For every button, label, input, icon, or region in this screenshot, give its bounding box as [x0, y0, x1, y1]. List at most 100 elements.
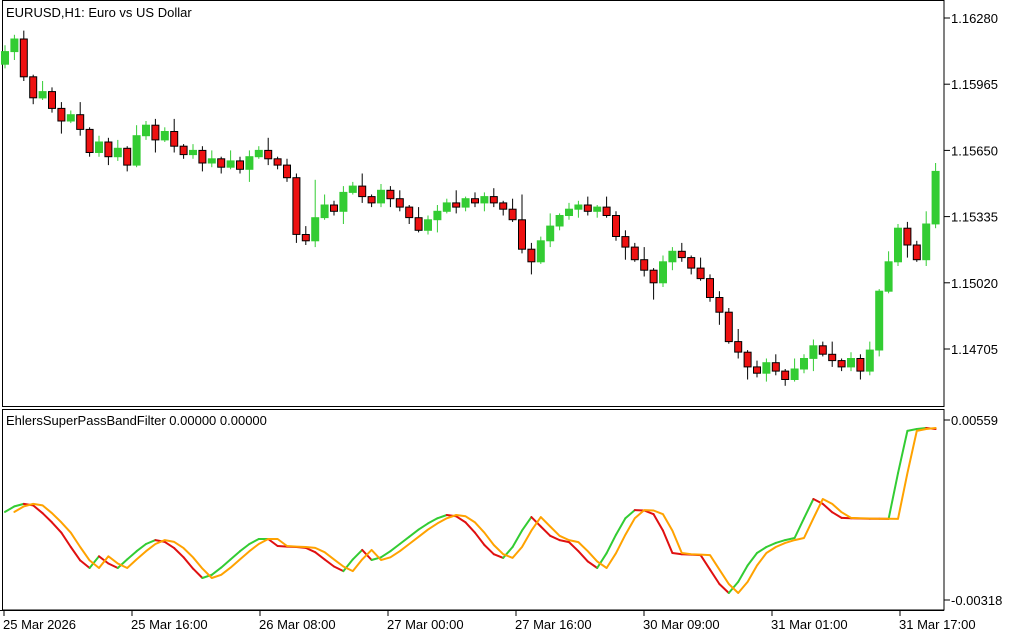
bear-candle-body [828, 353, 837, 362]
trigger-line [13, 427, 937, 594]
filter-line-segment [342, 558, 354, 573]
filter-line-segment [709, 568, 721, 585]
bull-candle-body [536, 240, 545, 263]
bear-candle-body [301, 234, 310, 242]
bull-candle-body [555, 215, 564, 227]
bear-candle-body [48, 91, 56, 109]
filter-line-segment [88, 555, 100, 569]
bull-candle-body [762, 362, 771, 374]
bear-candle-body [217, 158, 226, 168]
bear-candle-body [621, 236, 630, 248]
bear-candle-body [715, 297, 724, 313]
bear-candle-body [818, 345, 827, 355]
bear-candle-body [198, 149, 207, 164]
bear-candle-body [696, 267, 705, 280]
bull-candle-body [226, 160, 235, 168]
time-axis: 25 Mar 2026 25 Mar 16:00 26 Mar 08:00 27 Ma… [0, 610, 976, 632]
filter-line-segment [51, 521, 63, 534]
filter-line-segment [182, 556, 194, 570]
bull-candle-body [38, 91, 47, 99]
bear-candle-body [602, 206, 611, 217]
filter-line-segment [624, 509, 636, 520]
filter-line-segment [464, 521, 476, 534]
bull-candle-body [207, 158, 216, 164]
filter-line-segment [793, 517, 805, 539]
bear-candle-body [677, 250, 686, 259]
bear-candle-body [170, 131, 179, 147]
price-tick-label: 1.15650 [951, 143, 998, 158]
indicator-panel[interactable]: EhlersSuperPassBandFilter 0.00000 0.0000… [2, 409, 945, 611]
filter-line-segment [380, 550, 392, 559]
filter-line-segment [192, 567, 204, 579]
bear-candle-body [386, 189, 395, 200]
filter-line-segment [239, 543, 251, 553]
filter-line-segment [803, 498, 815, 520]
filter-line-segment [333, 565, 345, 573]
filter-line-segment [163, 540, 176, 550]
filter-line-segment [126, 550, 138, 561]
main-panel-border [2, 0, 945, 407]
bull-candle-body [66, 114, 75, 122]
bear-candle-body [104, 141, 113, 158]
bear-candle-body [734, 341, 743, 353]
bull-candle-body [245, 156, 254, 170]
price-tick-label: 1.15020 [951, 276, 998, 291]
bull-candle-body [922, 223, 931, 261]
bull-candle-body [113, 147, 122, 158]
bear-candle-body [273, 158, 282, 166]
bear-candle-body [706, 278, 714, 299]
bear-candle-body [753, 366, 761, 374]
bear-candle-body [19, 38, 28, 78]
bull-candle-body [433, 210, 442, 221]
main-price-panel[interactable]: EURUSD,H1: Euro vs US Dollar [1, 0, 945, 407]
filter-line-segment [887, 472, 899, 520]
bear-candle-body [837, 360, 846, 368]
bull-candle-body [10, 38, 19, 53]
indicator-panel-border [2, 409, 945, 611]
bear-candle-body [489, 196, 498, 204]
filter-line-segment [351, 548, 364, 561]
time-tick-label: 27 Mar 16:00 [515, 617, 592, 632]
bull-candle-body [424, 219, 432, 231]
bear-candle-body [687, 257, 696, 269]
filter-line-segment [746, 552, 758, 567]
filter-line-segment [145, 539, 157, 545]
filter-line-segment [98, 555, 110, 565]
bear-candle-body [640, 259, 649, 271]
time-tick-label: 25 Mar 16:00 [131, 617, 208, 632]
bull-candle-body [442, 202, 451, 212]
filter-line-segment [4, 505, 16, 513]
filter-line-segment [511, 529, 523, 548]
bear-candle-body [452, 202, 461, 208]
filter-line-segment [248, 538, 260, 545]
filter-line-segment [398, 535, 411, 545]
bear-candle-body [151, 124, 160, 141]
bear-candle-body [649, 269, 658, 284]
filter-line-segment [521, 516, 533, 532]
bull-candle-body [254, 149, 263, 158]
bear-candle-body [771, 362, 780, 372]
filter-line-segment [474, 531, 486, 546]
price-tick-label: 1.15965 [951, 77, 998, 92]
bull-candle-body [132, 135, 141, 166]
filter-line-segment [304, 546, 317, 554]
bull-candle-body [546, 225, 555, 242]
bull-candle-body [809, 345, 818, 359]
bull-candle-body [339, 191, 348, 212]
filter-line-segment [652, 513, 664, 532]
filter-line-segment [41, 512, 53, 524]
filter-line-segment [267, 538, 279, 547]
time-tick-label: 27 Mar 00:00 [387, 617, 464, 632]
filter-line-segment [784, 537, 796, 542]
filter-line-segment [615, 517, 627, 536]
filter-line-segment [530, 516, 542, 528]
bull-candle-body [894, 227, 902, 263]
filter-line-segment [220, 558, 232, 569]
filter-line-segment [229, 550, 241, 561]
bear-candle-body [29, 76, 38, 99]
filter-line-segment [586, 560, 599, 569]
filter-line-segment [568, 541, 580, 553]
time-tick-label: 31 Mar 17:00 [899, 617, 976, 632]
